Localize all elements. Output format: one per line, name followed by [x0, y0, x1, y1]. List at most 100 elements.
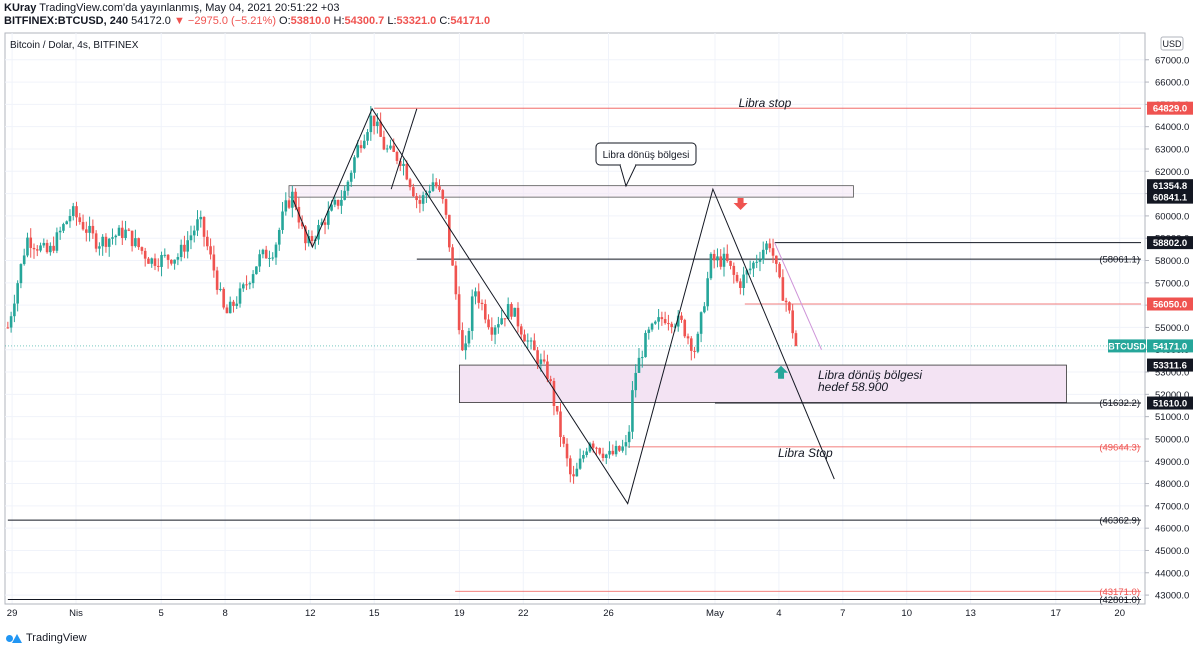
candle-body	[340, 199, 343, 206]
candle-body	[490, 327, 494, 335]
candle-body	[32, 247, 36, 250]
candle-body	[676, 315, 680, 327]
candle-body	[134, 238, 137, 247]
candle-body	[598, 448, 602, 454]
candle-body	[680, 315, 683, 320]
price-tick-label: 49000.0	[1155, 457, 1189, 468]
candle-body	[251, 274, 255, 284]
candle-body	[39, 245, 42, 251]
price-label-box	[1147, 179, 1193, 193]
high-label: H:	[333, 15, 345, 27]
price-chart[interactable]: Libra stop Libra dönüş bölgesi Libra dönüş…	[0, 0, 1200, 630]
candle-body	[765, 243, 768, 250]
candle-body	[451, 247, 454, 266]
candle-body	[516, 307, 520, 327]
candle-body	[264, 249, 268, 259]
candle-body	[199, 216, 203, 220]
candle-body	[725, 253, 729, 261]
candle-body	[196, 219, 199, 231]
candle-body	[94, 233, 98, 249]
price-tick-label: 60000.0	[1155, 211, 1189, 222]
level-value-label: (51632.2)	[1099, 398, 1140, 409]
candle-body	[506, 304, 510, 319]
time-axis[interactable]: 29 Nis 5 8 12 15 19 22 26 May 4 7 10 13 17 20	[7, 608, 1125, 619]
candle-body	[582, 454, 585, 459]
candle-body	[621, 446, 624, 451]
level-value-label: (58061.1)	[1099, 255, 1140, 266]
candle-body	[68, 216, 72, 222]
candle-body	[156, 265, 160, 267]
candle-body	[585, 451, 588, 455]
candle-body	[215, 270, 219, 290]
candle-body	[706, 278, 709, 307]
candle-body	[176, 257, 180, 260]
candle-body	[477, 291, 481, 303]
symbol-label[interactable]: BITFINEX:BTCUSD, 240	[4, 15, 129, 27]
price-tick-label: 52000.0	[1155, 390, 1189, 401]
candle-body	[359, 145, 363, 149]
level-value-label: (42801.0)	[1099, 595, 1140, 606]
time-tick-label: 8	[222, 608, 227, 619]
candle-body	[392, 145, 396, 152]
candle-body	[55, 232, 59, 251]
time-tick-label: 4	[776, 608, 781, 619]
level-value-label: (43171.0)	[1099, 587, 1140, 598]
candle-body	[742, 274, 745, 288]
candle-body	[402, 163, 405, 166]
candle-body	[389, 145, 392, 149]
candle-body	[114, 235, 118, 238]
trendline	[390, 108, 418, 190]
candle-body	[137, 238, 140, 248]
candle-body	[428, 190, 431, 193]
time-tick-label: 26	[603, 608, 614, 619]
candle-body	[150, 258, 154, 264]
candle-body	[170, 259, 173, 264]
plot-area[interactable]	[4, 32, 1146, 605]
candle-body	[183, 244, 186, 252]
candle-body	[761, 249, 765, 260]
candle-body	[559, 411, 562, 438]
price-tick-label: 45000.0	[1155, 546, 1189, 557]
currency-badge[interactable]	[1160, 36, 1184, 51]
resistance-box	[288, 185, 854, 198]
price-tick-label: 50000.0	[1155, 434, 1189, 445]
candle-body	[277, 229, 281, 245]
candle-body	[192, 230, 196, 236]
tradingview-logo[interactable]: TradingView	[6, 632, 87, 644]
time-tick-label: 13	[965, 608, 976, 619]
candle-body	[124, 229, 127, 238]
candle-body	[536, 350, 539, 364]
candle-body	[245, 284, 248, 286]
chart-header: KUray TradingView.com'da yayınlanmış, Ma…	[0, 0, 1200, 30]
price-tick-label: 47000.0	[1155, 501, 1189, 512]
author-name[interactable]: KUray	[4, 2, 37, 14]
candle-body	[640, 357, 644, 359]
candle-body	[771, 248, 775, 256]
candle-body	[323, 222, 327, 225]
price-change: ▼ −2975.0 (−5.21%)	[173, 15, 276, 27]
candle-body	[408, 179, 412, 188]
price-tick-label: 48000.0	[1155, 479, 1189, 490]
time-tick-label: 22	[518, 608, 529, 619]
candle-body	[539, 359, 543, 364]
candle-body	[735, 274, 739, 282]
candle-body	[209, 246, 212, 255]
candle-body	[186, 240, 189, 252]
candle-body	[238, 288, 242, 304]
candle-body	[716, 256, 719, 261]
candle-body	[228, 301, 232, 314]
candle-body	[304, 226, 307, 244]
price-axis[interactable]: 43000.0 44000.0 45000.0 46000.0 47000.0 48000…	[1145, 55, 1189, 602]
candle-body	[438, 186, 441, 191]
candle-body	[601, 453, 605, 458]
candle-body	[788, 302, 791, 311]
candle-body	[120, 227, 124, 238]
candle-body	[572, 474, 575, 477]
candle-body	[552, 381, 556, 406]
candle-body	[369, 115, 373, 133]
target-zone	[458, 364, 1067, 403]
candle-body	[140, 247, 144, 251]
candle-body	[781, 277, 785, 301]
candle-body	[117, 227, 121, 236]
